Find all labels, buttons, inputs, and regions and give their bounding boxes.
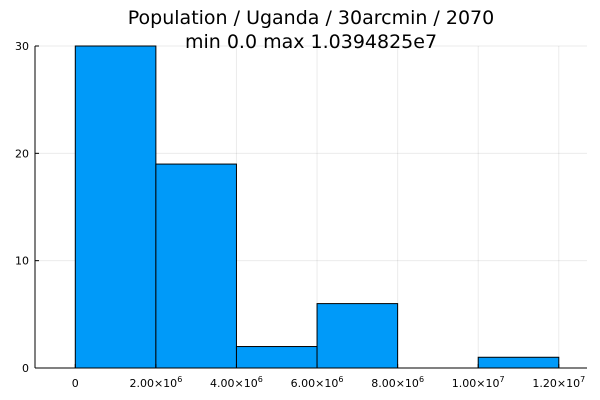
x-tick-label: 4.00×106: [210, 375, 263, 390]
x-tick-label: 8.00×106: [371, 375, 424, 390]
histogram-bar-1: [155, 163, 237, 369]
x-tick-label: 6.00×106: [291, 375, 344, 390]
y-tick-label: 10: [15, 255, 29, 268]
x-tick-label: 1.00×107: [452, 375, 505, 390]
y-axis-ticks: 0 10 20 30: [15, 40, 39, 375]
x-tick-label: 1.20×107: [532, 375, 585, 390]
x-tick-label: 0: [72, 377, 79, 390]
y-tick-label: 0: [22, 362, 29, 375]
y-tick-label: 20: [15, 147, 29, 160]
chart-subtitle: min 0.0 max 1.0394825e7: [185, 31, 437, 53]
y-tick-label: 30: [15, 40, 29, 53]
x-axis-ticks: 0 2.00×106 4.00×106 6.00×106 8.00×106 1.00×10…: [72, 364, 585, 390]
histogram-bar-0: [74, 45, 157, 369]
histogram-bar-2: [235, 346, 318, 369]
axes: [34, 46, 587, 369]
x-tick-label: 2.00×106: [129, 375, 182, 390]
histogram-bars: [74, 45, 560, 369]
histogram-bar-5: [477, 356, 560, 369]
chart-title: Population / Uganda / 30arcmin / 2070: [128, 7, 494, 29]
histogram-bar-3: [316, 303, 399, 369]
